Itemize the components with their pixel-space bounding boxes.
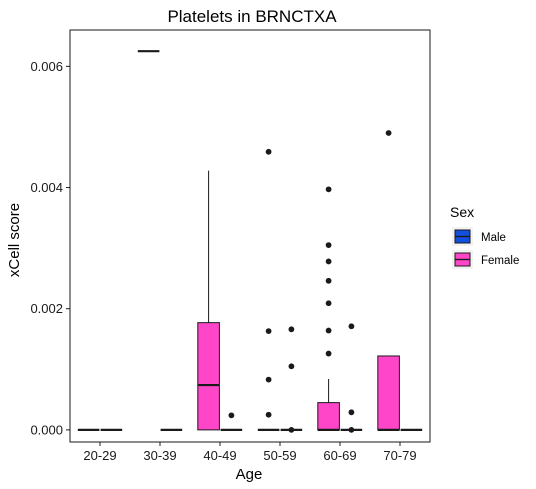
outlier-point: [288, 326, 295, 333]
box-female: [280, 326, 303, 433]
plot-panel: [69, 29, 431, 443]
outlier-point: [288, 363, 295, 370]
outlier-point: [228, 412, 235, 419]
outlier-point: [265, 411, 272, 418]
outlier-point: [325, 258, 332, 265]
outlier-point: [325, 327, 332, 334]
legend-item-female: Female: [452, 250, 519, 269]
legend-item-male: Male: [452, 227, 506, 246]
y-tick-label: 0.006: [30, 59, 63, 74]
box-female: [257, 148, 280, 431]
legend-label: Male: [481, 232, 506, 244]
chart-title: Platelets in BRNCTXA: [167, 7, 337, 26]
box-female: [317, 186, 340, 431]
outlier-point: [265, 376, 272, 383]
legend: Sex Male Female: [450, 204, 519, 269]
box-female: [220, 412, 243, 431]
box-body: [317, 402, 340, 431]
box-body: [377, 355, 400, 431]
outlier-point: [265, 328, 272, 335]
plot-area: 0.000 0.002 0.004 0.006 20-29 30-39 40-49 50-59…: [30, 29, 431, 463]
y-axis-label: xCell score: [6, 203, 23, 277]
outlier-point: [385, 130, 392, 136]
x-tick-label: 40-49: [203, 448, 236, 463]
y-tick-label: 0.002: [30, 301, 63, 316]
x-tick-label: 20-29: [83, 448, 116, 463]
x-tick-label: 70-79: [383, 448, 416, 463]
legend-label: Female: [481, 255, 519, 267]
box-body: [197, 322, 220, 431]
x-tick-label: 60-69: [323, 448, 356, 463]
outlier-point: [325, 242, 332, 248]
outlier-point: [288, 426, 295, 433]
outlier-point: [325, 350, 332, 357]
box-female: [340, 323, 363, 433]
outlier-point: [348, 409, 355, 416]
outlier-point: [348, 426, 355, 433]
box-female: [377, 130, 400, 431]
outlier-point: [325, 186, 332, 193]
outlier-point: [265, 148, 272, 155]
x-axis-label: Age: [236, 466, 263, 483]
y-tick-label: 0.004: [30, 180, 63, 195]
outlier-point: [325, 300, 332, 307]
y-tick-label: 0.000: [30, 422, 63, 437]
x-tick-label: 50-59: [263, 448, 296, 463]
legend-title: Sex: [450, 204, 474, 220]
outlier-point: [325, 277, 332, 284]
outlier-point: [348, 323, 355, 330]
box-female: [197, 170, 220, 431]
x-tick-label: 30-39: [143, 448, 176, 463]
